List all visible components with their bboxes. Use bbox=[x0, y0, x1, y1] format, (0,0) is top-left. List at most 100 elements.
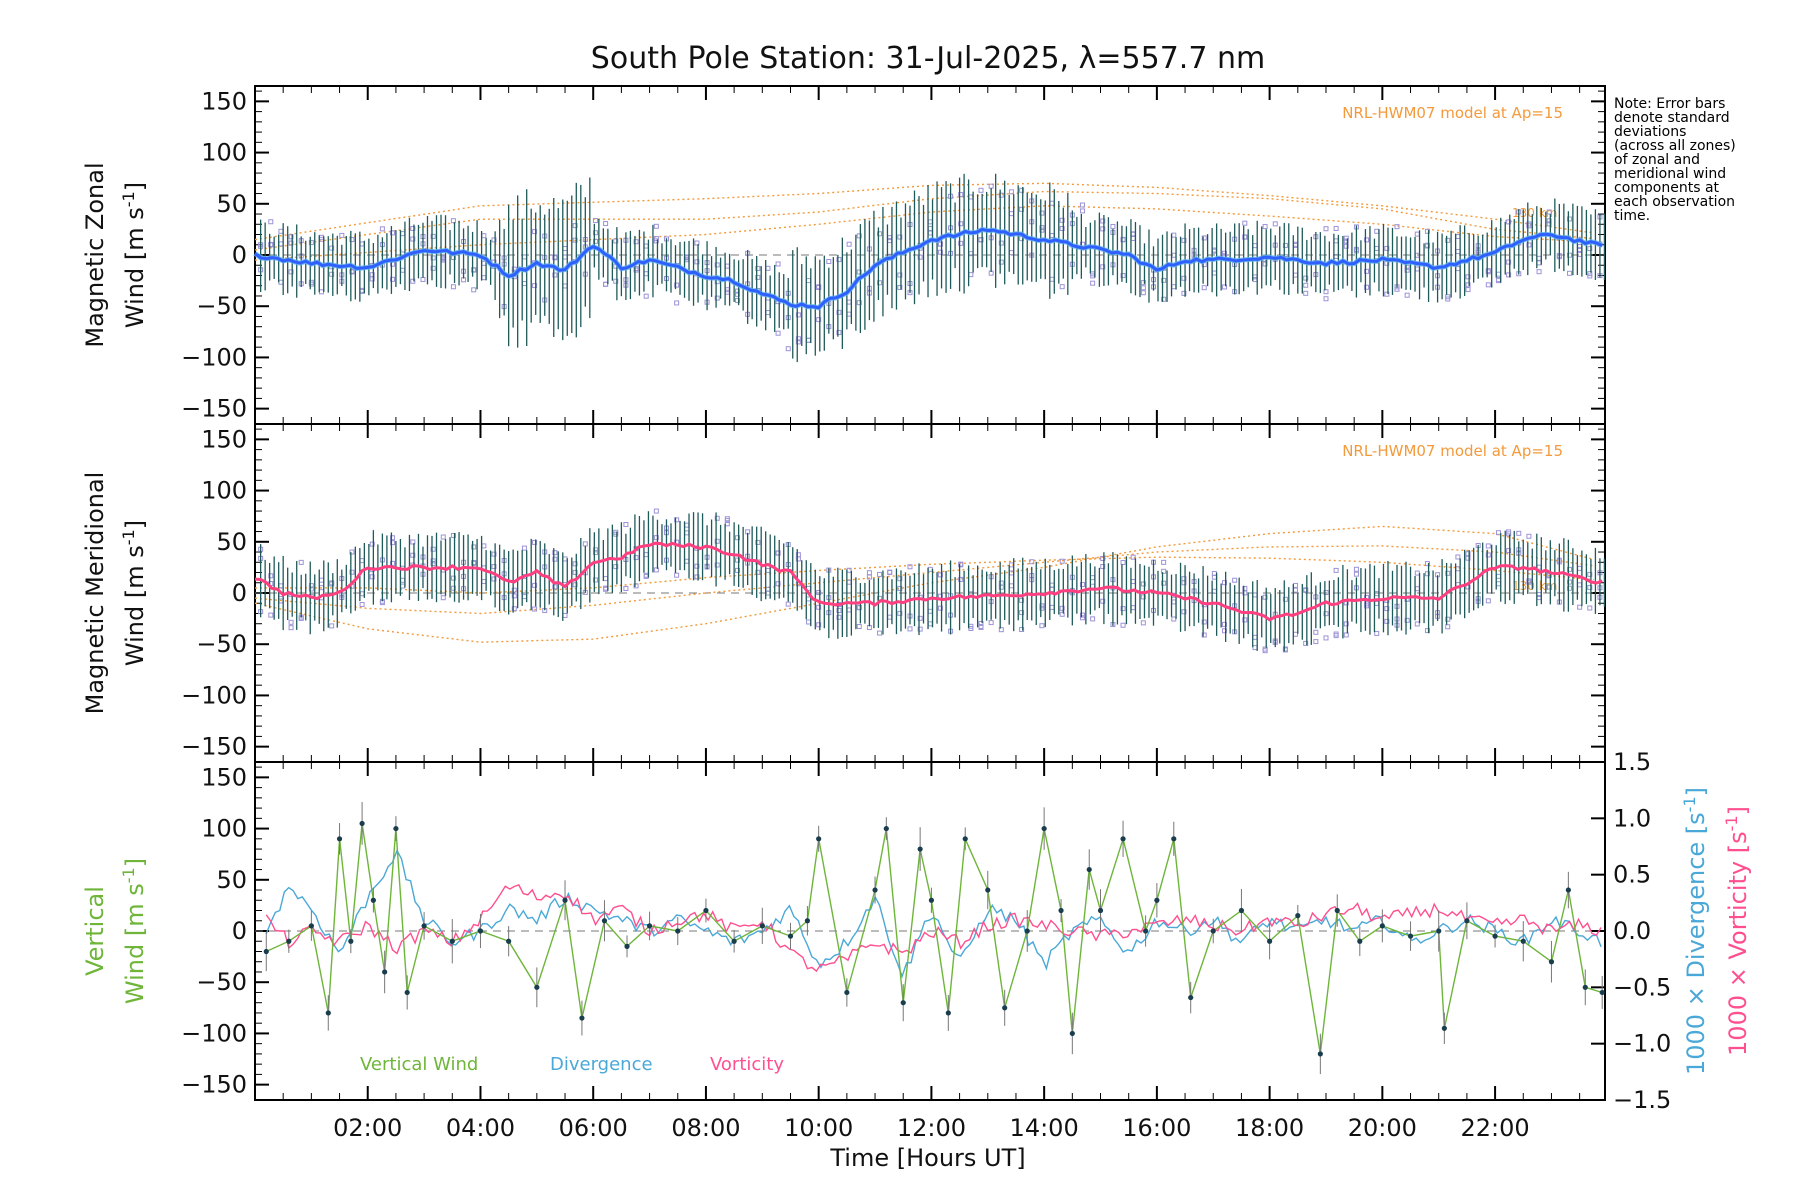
ytick-label-0--150: −150 bbox=[181, 395, 247, 423]
vertical-wind-point bbox=[928, 897, 935, 903]
ytick-label-1--150: −150 bbox=[181, 733, 247, 761]
scatter-point-1 bbox=[450, 532, 456, 538]
vertical-wind-point bbox=[348, 938, 354, 944]
vertical-wind-point bbox=[1582, 984, 1588, 990]
scatter-point-1 bbox=[1353, 571, 1359, 577]
scatter-point-1 bbox=[1374, 600, 1380, 606]
scatter-point-0 bbox=[958, 221, 964, 227]
y2tick-label: 1.0 bbox=[1613, 804, 1651, 832]
scatter-point-1 bbox=[907, 626, 913, 632]
vertical-wind-point bbox=[393, 825, 399, 832]
scatter-point-1 bbox=[1495, 581, 1501, 587]
scatter-point-1 bbox=[653, 508, 659, 514]
scatter-point-0 bbox=[978, 237, 984, 243]
scatter-point-0 bbox=[765, 310, 771, 316]
scatter-point-0 bbox=[552, 272, 558, 278]
scatter-point-0 bbox=[1333, 238, 1339, 244]
scatter-point-0 bbox=[1059, 217, 1065, 223]
scatter-point-0 bbox=[998, 240, 1004, 246]
scatter-point-1 bbox=[1140, 620, 1146, 626]
scatter-point-0 bbox=[724, 263, 730, 269]
vertical-wind-point bbox=[370, 897, 376, 903]
scatter-point-1 bbox=[511, 606, 517, 612]
scatter-point-1 bbox=[1485, 543, 1491, 549]
scatter-point-0 bbox=[633, 239, 639, 245]
vertical-wind-point bbox=[1267, 938, 1273, 944]
scatter-point-1 bbox=[1303, 640, 1309, 646]
scatter-point-0 bbox=[1364, 237, 1370, 243]
scatter-point-1 bbox=[603, 576, 609, 582]
meridional-model-label: NRL-HWM07 model at Ap=15 bbox=[1342, 442, 1563, 460]
scatter-point-0 bbox=[846, 299, 852, 305]
scatter-point-1 bbox=[1414, 586, 1420, 592]
scatter-point-0 bbox=[390, 276, 396, 282]
scatter-point-1 bbox=[806, 596, 812, 602]
scatter-point-1 bbox=[1587, 605, 1593, 611]
vertical-wind-point bbox=[787, 933, 794, 939]
scatter-point-1 bbox=[1019, 627, 1025, 633]
scatter-point-0 bbox=[440, 257, 446, 263]
scatter-point-1 bbox=[1293, 587, 1299, 593]
scatter-point-1 bbox=[562, 556, 568, 562]
scatter-point-0 bbox=[481, 275, 487, 281]
vertical-wind-point bbox=[359, 820, 365, 827]
vertical-wind-point bbox=[1436, 928, 1442, 934]
scatter-point-0 bbox=[430, 255, 436, 261]
scatter-point-0 bbox=[1252, 274, 1258, 280]
scatter-point-0 bbox=[1414, 231, 1420, 237]
scatter-point-0 bbox=[1404, 292, 1410, 298]
scatter-point-1 bbox=[1130, 579, 1136, 585]
scatter-point-0 bbox=[714, 262, 720, 268]
scatter-point-0 bbox=[603, 281, 609, 287]
scatter-point-1 bbox=[1049, 582, 1055, 588]
scatter-point-1 bbox=[897, 576, 903, 582]
vertical-wind-point bbox=[703, 907, 709, 914]
scatter-point-0 bbox=[1495, 271, 1501, 277]
x-axis-label: Time [Hours UT] bbox=[829, 1144, 1025, 1172]
vertical-wind-point bbox=[1143, 928, 1149, 934]
scatter-point-0 bbox=[856, 300, 862, 306]
scatter-point-0 bbox=[836, 257, 842, 263]
scatter-point-1 bbox=[1323, 635, 1329, 641]
scatter-point-1 bbox=[1424, 571, 1430, 577]
scatter-point-1 bbox=[714, 538, 720, 544]
scatter-point-0 bbox=[1100, 226, 1106, 232]
scatter-point-0 bbox=[998, 259, 1004, 265]
scatter-point-1 bbox=[735, 535, 741, 541]
scatter-point-0 bbox=[329, 245, 335, 251]
scatter-point-1 bbox=[653, 535, 659, 541]
scatter-point-1 bbox=[927, 566, 933, 572]
scatter-point-0 bbox=[410, 236, 416, 242]
scatter-point-0 bbox=[572, 223, 578, 229]
scatter-point-0 bbox=[1181, 290, 1187, 296]
scatter-point-1 bbox=[1049, 586, 1055, 592]
ytick-label-2--50: −50 bbox=[196, 968, 247, 996]
vertical-wind-point bbox=[883, 825, 889, 832]
scatter-point-1 bbox=[552, 556, 558, 562]
scatter-point-0 bbox=[755, 274, 761, 280]
scatter-point-1 bbox=[410, 552, 416, 558]
scatter-point-0 bbox=[481, 260, 487, 266]
scatter-point-1 bbox=[1445, 624, 1451, 630]
scatter-point-1 bbox=[288, 619, 294, 625]
scatter-point-1 bbox=[1161, 580, 1167, 586]
scatter-point-0 bbox=[278, 279, 284, 285]
scatter-point-0 bbox=[562, 246, 568, 252]
scatter-point-0 bbox=[674, 282, 680, 288]
scatter-point-0 bbox=[1465, 282, 1471, 288]
vertical-wind-point bbox=[562, 897, 568, 903]
vertical-wind-point bbox=[1171, 836, 1177, 842]
scatter-point-1 bbox=[400, 577, 406, 583]
scatter-point-1 bbox=[694, 574, 700, 580]
scatter-point-0 bbox=[1090, 280, 1096, 286]
scatter-point-0 bbox=[1374, 245, 1380, 251]
ytick-label-2-100: 100 bbox=[201, 815, 247, 843]
scatter-point-0 bbox=[1110, 223, 1116, 229]
scatter-point-0 bbox=[562, 283, 568, 289]
scatter-point-1 bbox=[329, 581, 335, 587]
scatter-point-0 bbox=[1059, 226, 1065, 232]
scatter-point-0 bbox=[1293, 241, 1299, 247]
scatter-point-0 bbox=[1252, 277, 1258, 283]
zonal-model-label: NRL-HWM07 model at Ap=15 bbox=[1342, 104, 1563, 122]
